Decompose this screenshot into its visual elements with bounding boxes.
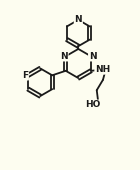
Text: HO: HO: [85, 100, 100, 109]
Text: N: N: [74, 15, 82, 24]
Text: NH: NH: [95, 65, 110, 74]
Text: N: N: [60, 52, 68, 61]
Text: N: N: [89, 52, 96, 61]
Text: F: F: [22, 71, 28, 80]
